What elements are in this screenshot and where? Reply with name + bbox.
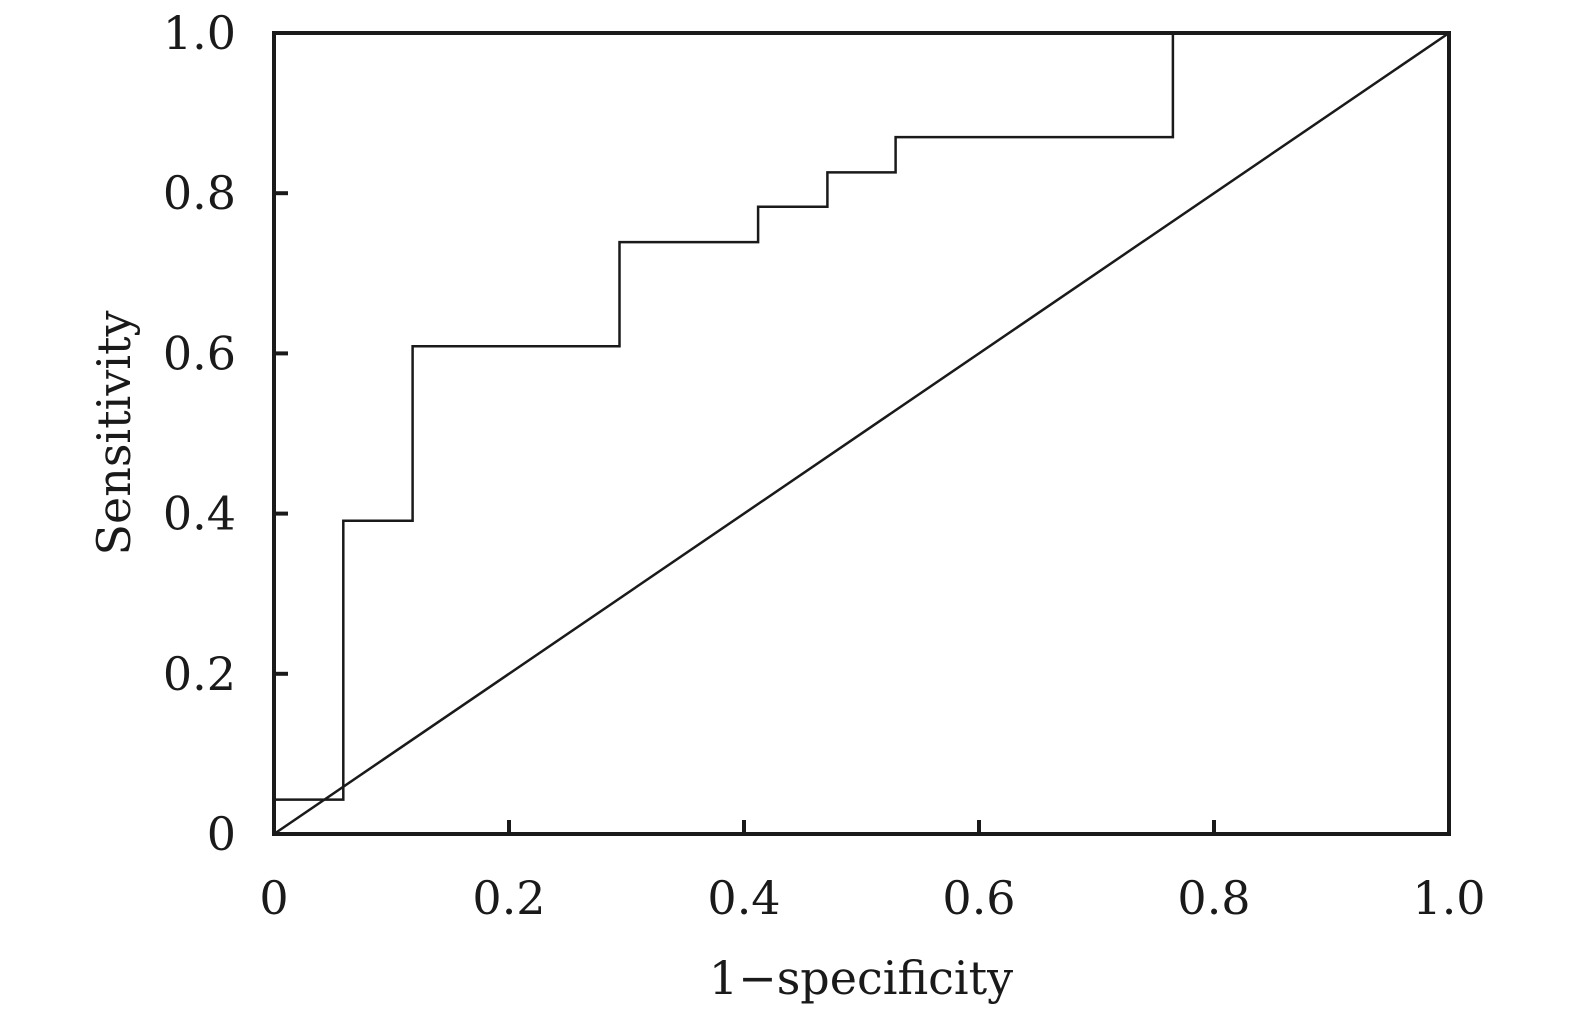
x-tick-label: 0.4 [707, 871, 780, 925]
x-tick-label: 0 [259, 871, 288, 925]
series-group [273, 31, 1450, 836]
y-tick-label: 1.0 [163, 6, 236, 60]
y-tick-label: 0.4 [163, 487, 236, 541]
axes-group [272, 31, 1451, 836]
y-tick-label: 0 [207, 807, 236, 861]
x-tick-label: 0.6 [942, 871, 1015, 925]
reference-diagonal-line [273, 31, 1450, 836]
y-tick-label: 0.2 [163, 647, 236, 701]
y-tick-label: 0.6 [163, 326, 236, 380]
x-tick-label: 0.2 [472, 871, 545, 925]
y-axis-title: Sensitivity [87, 310, 141, 555]
x-tick-label: 1.0 [1412, 871, 1485, 925]
labels-group: 0 0.2 0.4 0.6 0.8 1.0 0 0.2 0.4 0.6 0.8 1.0 [163, 6, 1486, 925]
roc-curve-line [274, 33, 1175, 801]
plot-frame [272, 31, 1451, 836]
x-axis-title: 1−specificity [709, 951, 1013, 1005]
y-tick-label: 0.8 [163, 166, 236, 220]
x-tick-label: 0.8 [1177, 871, 1250, 925]
